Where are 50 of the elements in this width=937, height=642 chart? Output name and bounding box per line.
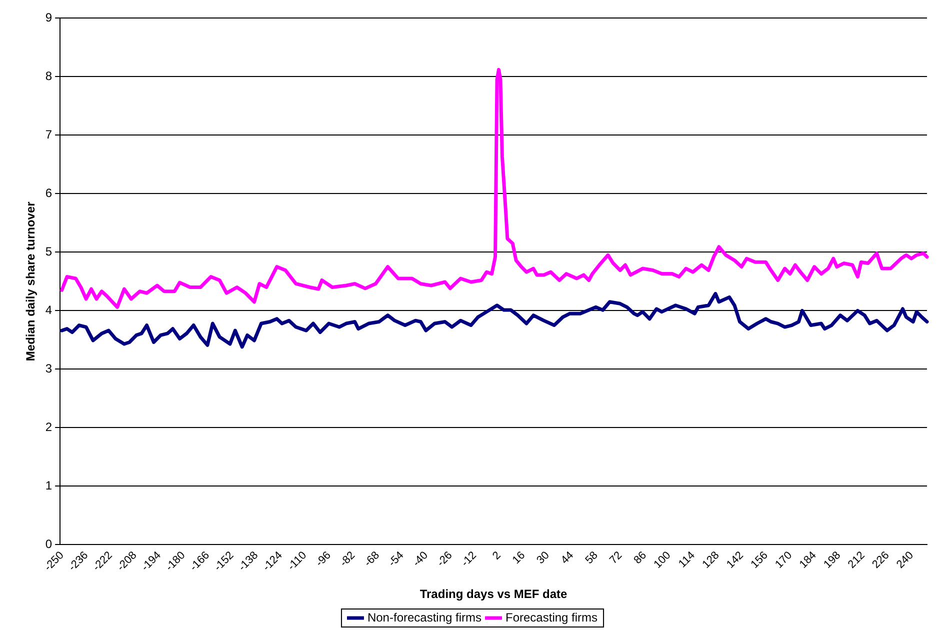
y-tick-label: 0 bbox=[45, 536, 52, 551]
y-tick-label: 8 bbox=[45, 69, 52, 83]
y-tick-label: 5 bbox=[45, 244, 52, 258]
y-tick-label: 9 bbox=[45, 10, 52, 25]
y-tick-label: 7 bbox=[45, 127, 52, 142]
y-tick-label: 2 bbox=[45, 420, 52, 434]
x-axis-title: Trading days vs MEF date bbox=[420, 587, 568, 602]
legend-label: Forecasting firms bbox=[506, 610, 598, 624]
x-tick-label: -110 bbox=[286, 549, 310, 573]
x-tick-label: -82 bbox=[338, 549, 358, 570]
x-tick-label: -194 bbox=[139, 549, 164, 574]
x-tick-label: 30 bbox=[534, 549, 552, 567]
y-tick-label: 4 bbox=[45, 302, 52, 317]
x-tick-label: -166 bbox=[188, 549, 212, 574]
y-tick-label: 1 bbox=[45, 478, 52, 492]
x-tick-label: 198 bbox=[822, 549, 844, 571]
x-tick-label: -124 bbox=[260, 549, 285, 574]
x-tick-label: 2 bbox=[490, 549, 504, 562]
x-tick-label: -152 bbox=[212, 549, 236, 574]
x-tick-label: -40 bbox=[410, 549, 430, 570]
x-tick-label: 86 bbox=[632, 549, 649, 567]
x-tick-label: -208 bbox=[115, 549, 140, 574]
x-tick-label: -68 bbox=[362, 549, 382, 570]
x-tick-label: 212 bbox=[846, 549, 868, 571]
x-tick-label: -222 bbox=[90, 549, 115, 574]
x-tick-label: -236 bbox=[66, 549, 91, 574]
x-tick-label: 226 bbox=[870, 549, 892, 571]
legend-label: Non-forecasting firms bbox=[367, 610, 482, 624]
x-tick-label: 170 bbox=[773, 549, 795, 571]
x-tick-label: 72 bbox=[607, 549, 625, 567]
x-tick-label: -138 bbox=[236, 549, 261, 574]
x-tick-label: -96 bbox=[314, 549, 334, 570]
x-tick-label: 240 bbox=[894, 549, 916, 571]
x-tick-label: 114 bbox=[676, 549, 698, 570]
x-tick-label: -12 bbox=[459, 549, 479, 570]
x-tick-label: 142 bbox=[724, 549, 746, 571]
y-tick-label: 3 bbox=[45, 361, 52, 376]
x-tick-label: -26 bbox=[434, 549, 455, 570]
x-tick-label: 184 bbox=[797, 549, 819, 571]
x-tick-label: 58 bbox=[583, 549, 600, 567]
y-axis-title: Median daily share turnover bbox=[24, 201, 38, 362]
y-tick-label: 6 bbox=[45, 186, 52, 200]
x-tick-label: 100 bbox=[652, 549, 674, 571]
x-tick-label: -54 bbox=[386, 549, 406, 570]
x-tick-label: -250 bbox=[42, 549, 66, 574]
x-tick-label: 16 bbox=[510, 549, 528, 567]
x-tick-label: 156 bbox=[748, 549, 770, 571]
x-tick-label: 44 bbox=[558, 549, 576, 567]
x-tick-label: -180 bbox=[164, 549, 188, 574]
x-tick-label: 128 bbox=[700, 549, 722, 571]
